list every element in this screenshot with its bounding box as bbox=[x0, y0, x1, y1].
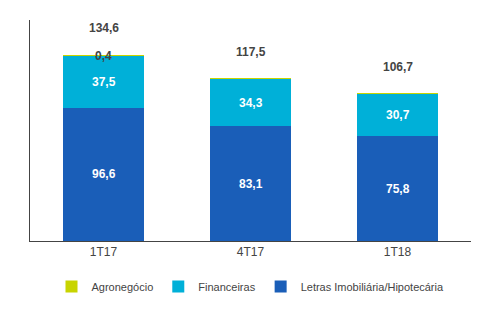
svg-text:Agronegócio: Agronegócio bbox=[92, 281, 154, 293]
svg-text:1T18: 1T18 bbox=[384, 245, 412, 259]
svg-text:37,5: 37,5 bbox=[92, 75, 116, 89]
svg-text:Financeiras: Financeiras bbox=[198, 281, 255, 293]
svg-text:134,6: 134,6 bbox=[89, 21, 119, 35]
svg-text:83,1: 83,1 bbox=[239, 177, 263, 191]
svg-text:34,3: 34,3 bbox=[239, 96, 263, 110]
svg-text:117,5: 117,5 bbox=[236, 45, 266, 59]
svg-text:75,8: 75,8 bbox=[386, 182, 410, 196]
svg-text:4T17: 4T17 bbox=[237, 245, 265, 259]
svg-text:0,4: 0,4 bbox=[95, 49, 112, 63]
svg-text:96,6: 96,6 bbox=[92, 167, 116, 181]
svg-text:106,7: 106,7 bbox=[383, 60, 413, 74]
svg-text:30,7: 30,7 bbox=[386, 108, 410, 122]
svg-text:1T17: 1T17 bbox=[90, 245, 118, 259]
svg-text:Letras Imobiliária/Hipotecária: Letras Imobiliária/Hipotecária bbox=[301, 281, 444, 293]
